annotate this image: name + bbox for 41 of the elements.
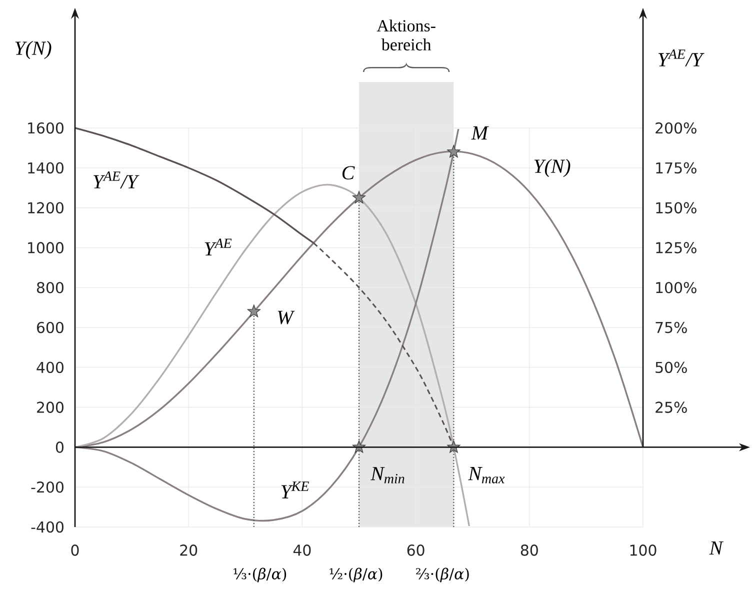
y-tick-label: 1600 [28, 122, 64, 134]
y-tick-label: 600 [37, 322, 64, 334]
annotation: M [471, 126, 489, 140]
band-label: Aktions-bereich [376, 20, 436, 50]
x-tick-label: 100 [630, 544, 656, 556]
x-tick-label: 80 [520, 544, 538, 556]
y-tick-label: 200 [37, 402, 64, 413]
x-axis-title: N [709, 541, 724, 555]
series-label: Y$^{AE}$/Y [94, 172, 140, 188]
annotation: ⅓·(β/α) [234, 568, 286, 582]
y2-axis-title: Y$^{AE}$/Y [658, 50, 704, 66]
annotation: W [278, 310, 295, 324]
y-tick-label: 1400 [28, 162, 64, 174]
y2-tick-label: 175% [656, 162, 696, 174]
y2-tick-label: 125% [656, 242, 696, 254]
y2-tick-label: 75% [656, 322, 687, 334]
annotation: ½·(β/α) [330, 568, 382, 582]
y2-tick-label: 100% [656, 282, 696, 294]
y-tick-label: 1000 [28, 242, 64, 254]
y-tick-label: -400 [31, 521, 64, 533]
y-tick-label: 0 [56, 442, 64, 453]
x-tick-label: 40 [293, 544, 311, 556]
series-label: Y$^{KE}$ [281, 482, 309, 498]
series-label: Y(N) [534, 158, 570, 178]
y-tick-label: 800 [36, 282, 64, 294]
y-tick-label: 1200 [28, 202, 64, 214]
annotation: N$_{min}$ [370, 467, 404, 484]
y2-tick-label: 200% [656, 122, 696, 134]
annotation: ⅔·(β/α) [416, 568, 469, 582]
y-tick-label: -200 [31, 481, 64, 493]
y2-tick-label: 150% [656, 202, 696, 214]
x-tick-label: 0 [71, 544, 79, 556]
y2-tick-label: 25% [656, 402, 687, 413]
y2-tick-label: 50% [656, 362, 687, 374]
annotation: N$_{max}$ [468, 467, 505, 484]
annotation: C [342, 166, 355, 180]
y-axis-title: Y(N) [15, 40, 52, 59]
y-tick-label: 400 [36, 362, 64, 374]
x-tick-label: 20 [180, 544, 198, 556]
series-label: Y$^{AE}$ [204, 238, 232, 256]
x-tick-label: 60 [407, 544, 424, 556]
